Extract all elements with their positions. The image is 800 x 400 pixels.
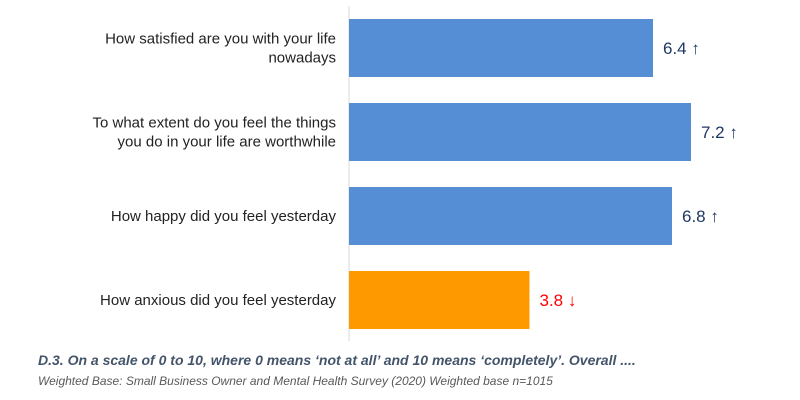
value-label: 7.2 ↑ <box>701 123 738 142</box>
bar <box>349 271 530 329</box>
bar <box>349 103 691 161</box>
weighted-base-note: Weighted Base: Small Business Owner and … <box>38 374 553 388</box>
category-label: To what extent do you feel the things <box>93 115 337 132</box>
value-label: 3.8 ↓ <box>540 291 577 310</box>
value-label: 6.8 ↑ <box>682 207 719 226</box>
bar <box>349 19 653 77</box>
category-label: How satisfied are you with your life <box>105 31 336 48</box>
question-caption: D.3. On a scale of 0 to 10, where 0 mean… <box>38 352 636 368</box>
category-label: nowadays <box>268 50 336 67</box>
bar <box>349 187 672 245</box>
value-label: 6.4 ↑ <box>663 39 700 58</box>
category-label: How happy did you feel yesterday <box>111 208 337 225</box>
category-label: How anxious did you feel yesterday <box>100 292 336 309</box>
bar-chart: 6.4 ↑ How satisfied are you with your lif… <box>93 6 738 341</box>
category-label: you do in your life are worthwhile <box>118 134 336 151</box>
